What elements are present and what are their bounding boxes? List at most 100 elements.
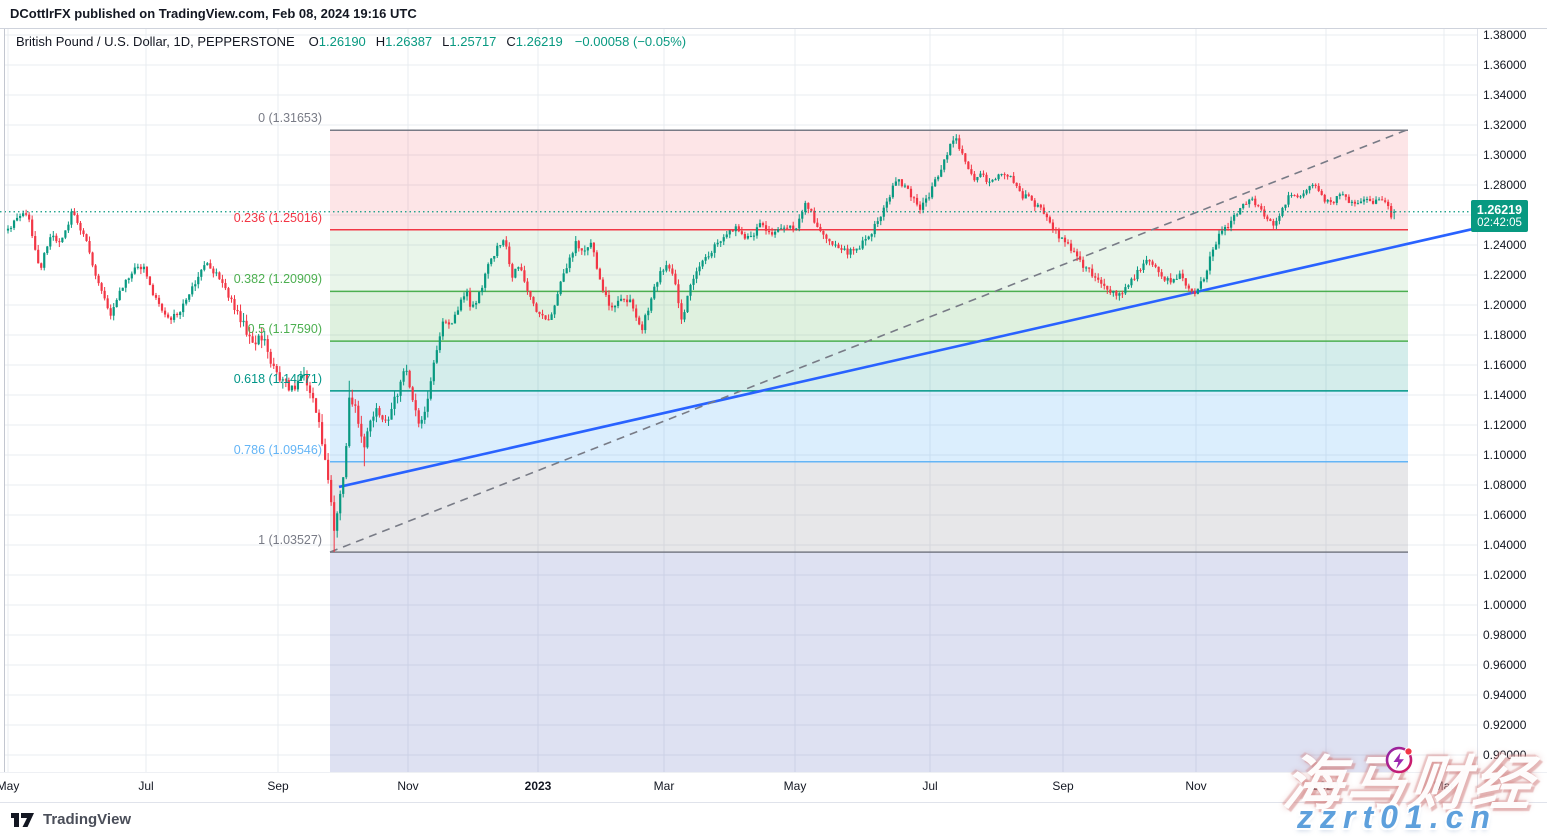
price-tick-1.02000: 1.02000 xyxy=(1483,568,1527,582)
candle-body xyxy=(22,213,25,216)
price-tick-1.28000: 1.28000 xyxy=(1483,178,1527,192)
candle-body xyxy=(653,286,656,299)
candle-body xyxy=(1374,199,1378,204)
candle-body xyxy=(148,276,152,285)
candle-body xyxy=(909,188,913,198)
candle-body xyxy=(1368,198,1372,201)
candle-body xyxy=(1326,200,1329,202)
tradingview-logo-icon[interactable] xyxy=(9,810,36,829)
candle-body xyxy=(873,223,876,235)
fib-label-0.5[interactable]: 0.5 (1.17590) xyxy=(247,322,322,337)
candle-body xyxy=(568,257,571,269)
fib-label-0[interactable]: 0 (1.31653) xyxy=(258,111,322,126)
candle-body xyxy=(67,224,70,231)
time-axis-divider[interactable] xyxy=(0,772,1547,773)
fib-band xyxy=(330,390,1408,462)
trendline-ascending-support[interactable] xyxy=(338,226,1478,489)
candle-body xyxy=(822,231,825,235)
candle-body xyxy=(613,305,617,308)
candle-body xyxy=(444,321,447,323)
tradingview-logo-text[interactable]: TradingView xyxy=(43,811,132,828)
candle-body xyxy=(1169,278,1172,283)
last-price: 1.26219 xyxy=(1476,202,1523,217)
candle-body xyxy=(408,370,411,388)
candle-body xyxy=(390,408,393,420)
candle-body xyxy=(79,222,82,231)
candle-body xyxy=(206,263,209,266)
candle-body xyxy=(855,248,858,251)
price-tick-0.92000: 0.92000 xyxy=(1483,718,1527,732)
candle-body xyxy=(876,221,879,224)
fib-label-0.236[interactable]: 0.236 (1.25016) xyxy=(233,210,322,225)
candle-body xyxy=(1347,196,1350,203)
candle-body xyxy=(1115,290,1118,296)
candle-body xyxy=(1251,198,1254,200)
candle-body xyxy=(1350,201,1353,203)
candle-body xyxy=(450,323,454,325)
candle-body xyxy=(1211,249,1215,257)
candle-body xyxy=(961,148,964,154)
price-tick-1.22000: 1.22000 xyxy=(1483,268,1527,282)
candle-body xyxy=(761,223,765,226)
candle-body xyxy=(804,202,807,213)
candle-body xyxy=(526,281,529,291)
candle-body xyxy=(906,185,910,189)
fib-label-0.618[interactable]: 0.618 (1.14271) xyxy=(233,371,322,386)
candle-body xyxy=(1314,184,1317,186)
candle-body xyxy=(985,174,988,182)
candle-body xyxy=(1223,227,1227,231)
trendline-dashed-projection[interactable] xyxy=(329,129,1407,553)
candle-body xyxy=(378,408,381,416)
candle-body xyxy=(982,173,985,175)
candle-body xyxy=(683,312,686,320)
candle-body xyxy=(1226,227,1230,229)
candle-body xyxy=(831,241,834,245)
candle-body xyxy=(221,279,224,283)
candle-body xyxy=(58,241,61,243)
candle-body xyxy=(1042,207,1045,214)
fib-label-1[interactable]: 1 (1.03527) xyxy=(258,533,322,548)
candle-body xyxy=(505,240,508,247)
fib-label-0.786[interactable]: 0.786 (1.09546) xyxy=(233,442,322,457)
candle-body xyxy=(728,230,731,235)
candle-body xyxy=(121,287,124,291)
candle-body xyxy=(179,312,182,316)
candle-body xyxy=(1335,196,1338,203)
price-tick-0.90000: 0.90000 xyxy=(1483,748,1527,762)
fib-label-0.382[interactable]: 0.382 (1.20909) xyxy=(233,272,322,287)
candle-body xyxy=(429,381,432,399)
candle-body xyxy=(1362,199,1366,202)
candle-body xyxy=(743,233,746,239)
candle-body xyxy=(1323,194,1326,202)
candle-body xyxy=(43,253,46,268)
symbol-title[interactable]: British Pound / U.S. Dollar, 1D, PEPPERS… xyxy=(16,34,295,49)
candle-body xyxy=(870,234,873,237)
candle-body xyxy=(191,286,194,295)
candle-body xyxy=(218,272,221,280)
candle-body xyxy=(1305,190,1308,194)
lightning-icon[interactable] xyxy=(1383,742,1417,776)
candle-body xyxy=(915,197,919,205)
price-tick-1.06000: 1.06000 xyxy=(1483,508,1527,522)
candle-body xyxy=(275,365,278,373)
candle-body xyxy=(1094,276,1097,278)
time-tick-Mar: Mar xyxy=(653,779,675,793)
price-tick-1.32000: 1.32000 xyxy=(1483,118,1527,132)
candle-body xyxy=(535,303,538,312)
candle-body xyxy=(1181,273,1184,279)
candle-body xyxy=(1208,256,1212,271)
candle-body xyxy=(245,320,248,335)
candle-body xyxy=(251,336,254,343)
candle-body xyxy=(151,284,155,296)
price-axis-divider[interactable] xyxy=(1477,29,1478,802)
candle-body xyxy=(336,513,339,531)
fib-band xyxy=(330,291,1408,342)
candle-body xyxy=(931,186,934,198)
price-tick-0.94000: 0.94000 xyxy=(1483,688,1527,702)
candle-body xyxy=(616,300,620,306)
candle-body xyxy=(749,235,753,237)
candle-body xyxy=(311,392,315,399)
candle-body xyxy=(867,236,870,239)
candle-body xyxy=(1027,194,1030,196)
